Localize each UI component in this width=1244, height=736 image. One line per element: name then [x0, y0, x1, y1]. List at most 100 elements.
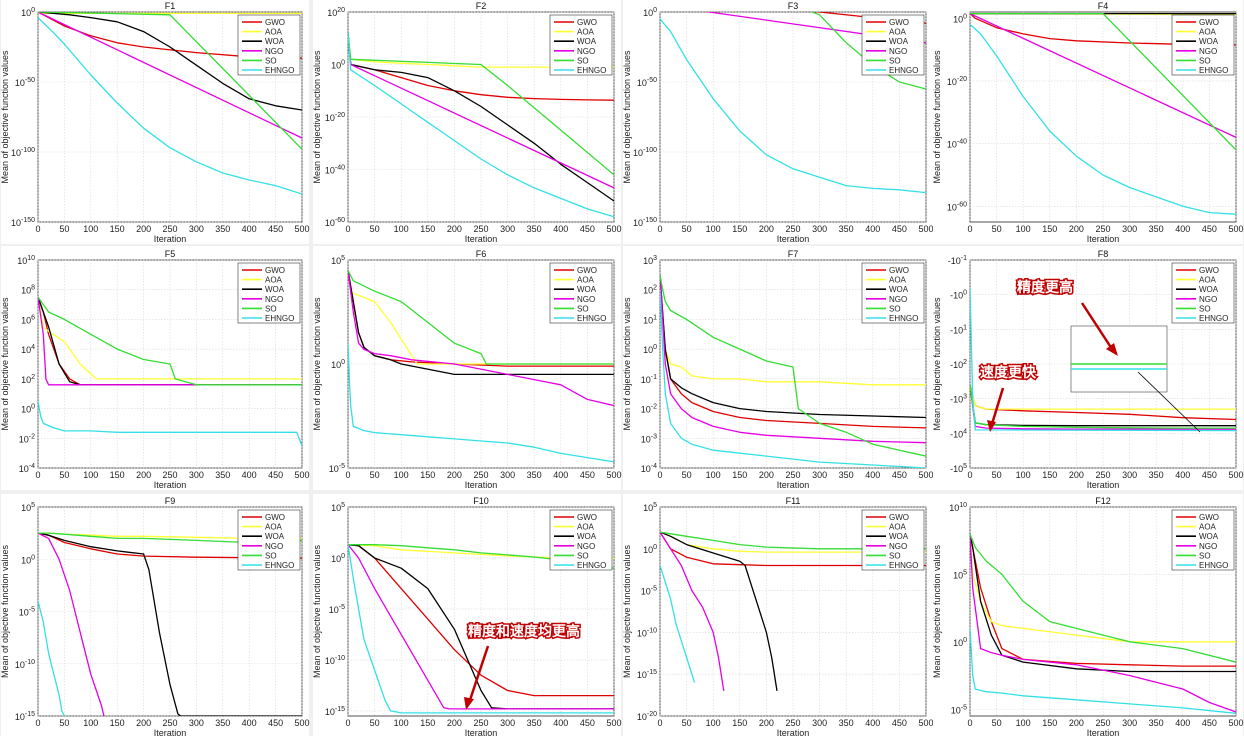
x-tick-label: 50 — [59, 470, 69, 480]
x-tick-label: 150 — [420, 718, 435, 728]
legend-label-ngo: NGO — [265, 295, 283, 304]
legend-label-aoa: AOA — [265, 523, 283, 532]
x-tick-label: 0 — [657, 224, 662, 234]
legend-label-aoa: AOA — [265, 276, 283, 285]
x-tick-label: 200 — [759, 470, 774, 480]
legend-label-so: SO — [1199, 56, 1211, 65]
series-ngo — [348, 270, 614, 407]
x-tick-label: 500 — [918, 470, 933, 480]
x-tick-label: 350 — [215, 718, 230, 728]
x-tick-label: 100 — [83, 718, 98, 728]
series-lines — [348, 270, 614, 463]
y-tick-label: 10-10 — [325, 655, 345, 666]
x-tick-label: 200 — [759, 718, 774, 728]
annotation-arrow — [468, 645, 490, 701]
x-tick-label: 500 — [918, 224, 933, 234]
annotation-arrowhead — [1106, 343, 1118, 356]
legend-label-ngo: NGO — [889, 295, 907, 304]
y-tick-label: 1010 — [949, 502, 967, 513]
x-tick-label: 450 — [580, 718, 595, 728]
chart-title: F8 — [1098, 249, 1109, 259]
legend-label-ngo: NGO — [889, 542, 907, 551]
x-tick-label: 250 — [785, 718, 800, 728]
x-tick-label: 350 — [1149, 718, 1164, 728]
legend-label-woa: WOA — [577, 37, 597, 46]
y-tick-label: 10-50 — [15, 77, 35, 88]
x-tick-label: 200 — [1069, 470, 1084, 480]
x-tick-label: 350 — [1149, 224, 1164, 234]
legend-label-aoa: AOA — [889, 28, 907, 37]
series-so — [970, 384, 1236, 429]
x-tick-label: 300 — [189, 718, 204, 728]
series-ehngo — [660, 289, 926, 468]
legend-label-woa: WOA — [889, 37, 909, 46]
x-tick-label: 100 — [394, 718, 409, 728]
series-gwo — [970, 13, 1236, 46]
series-woa — [38, 532, 302, 716]
series-so — [38, 296, 302, 386]
series-so — [970, 533, 1236, 663]
y-tick-label: 10-100 — [633, 147, 657, 158]
x-tick-label: 350 — [527, 718, 542, 728]
annotation-precision: 精度更高 — [1017, 279, 1073, 295]
legend-label-ngo: NGO — [577, 295, 595, 304]
x-tick-label: 100 — [706, 718, 721, 728]
x-tick-label: 500 — [606, 470, 621, 480]
x-tick-label: 200 — [759, 224, 774, 234]
chart-f2: 0 50 100 150 200 250 300 350 400 450 500 1020 100 10-… — [312, 0, 622, 244]
chart-title: F2 — [476, 1, 487, 11]
chart-title: F4 — [1098, 1, 1109, 11]
legend-label-woa: WOA — [577, 285, 597, 294]
x-tick-label: 50 — [992, 224, 1002, 234]
y-tick-label: -105 — [950, 463, 967, 474]
legend-label-woa: WOA — [889, 285, 909, 294]
x-tick-label: 0 — [35, 224, 40, 234]
x-tick-label: 350 — [215, 470, 230, 480]
x-tick-label: 450 — [580, 470, 595, 480]
x-tick-label: 100 — [1016, 224, 1031, 234]
x-tick-label: 250 — [473, 470, 488, 480]
x-tick-label: 300 — [500, 224, 515, 234]
x-tick-label: 50 — [682, 224, 692, 234]
y-tick-label: 10-15 — [325, 706, 345, 717]
y-tick-label: 10-15 — [637, 669, 657, 680]
series-so — [970, 12, 1236, 151]
series-ehngo — [970, 287, 1236, 432]
legend-label-ngo: NGO — [577, 542, 595, 551]
y-axis-label: Mean of objective function values — [0, 544, 10, 678]
x-tick-label: 200 — [447, 718, 462, 728]
x-tick-label: 350 — [839, 470, 854, 480]
x-tick-label: 50 — [370, 718, 380, 728]
legend-label-woa: WOA — [265, 532, 285, 541]
y-tick-label: 10-1 — [641, 374, 657, 385]
x-tick-label: 400 — [1175, 718, 1190, 728]
legend-label-ehngo: EHNGO — [577, 561, 606, 570]
y-axis-label: Mean of objective function values — [622, 544, 632, 678]
legend-label-gwo: GWO — [577, 266, 597, 275]
x-tick-label: 250 — [1095, 718, 1110, 728]
y-tick-label: -100 — [950, 290, 967, 301]
legend-label-woa: WOA — [265, 37, 285, 46]
x-tick-label: 0 — [35, 718, 40, 728]
legend-label-so: SO — [577, 304, 589, 313]
legend-box — [1171, 262, 1235, 324]
legend-label-so: SO — [577, 551, 589, 560]
y-axis-label: Mean of objective function values — [932, 544, 942, 678]
y-tick-label: 10-50 — [637, 77, 657, 88]
x-tick-label: 300 — [189, 224, 204, 234]
y-tick-label: 10-60 — [947, 201, 967, 212]
legend-box — [549, 509, 613, 571]
legend-label-so: SO — [265, 56, 277, 65]
y-tick-label: 10-5 — [641, 586, 657, 597]
series-ehngo — [660, 18, 926, 194]
series-aoa — [970, 533, 1236, 643]
legend-label-so: SO — [889, 56, 901, 65]
x-tick-label: 400 — [242, 470, 257, 480]
legend-label-woa: WOA — [1199, 37, 1219, 46]
x-tick-label: 500 — [918, 718, 933, 728]
x-tick-label: 300 — [812, 718, 827, 728]
x-axis-label: Iteration — [154, 728, 187, 736]
